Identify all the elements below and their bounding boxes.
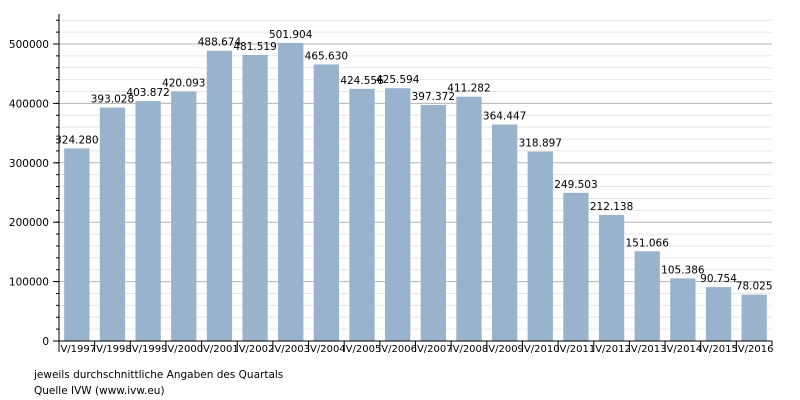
chart-notes: jeweils durchschnittliche Angaben des Qu…: [34, 367, 283, 399]
data-label: 465.630: [305, 50, 348, 62]
data-label: 501.904: [269, 29, 313, 41]
x-tick-label: IV/2006: [378, 344, 417, 355]
x-tick-label: IV/2005: [343, 344, 382, 355]
data-label: 105.386: [661, 264, 705, 276]
bar-IV/2014: [670, 278, 696, 341]
bar-IV/2006: [385, 88, 411, 341]
data-label: 397.372: [412, 91, 455, 103]
x-tick-label: IV/2014: [664, 344, 703, 355]
x-tick-label: IV/2015: [699, 344, 738, 355]
data-label: 364.447: [483, 111, 526, 123]
data-label: 424.556: [340, 75, 384, 87]
bar-IV/2005: [349, 88, 375, 341]
x-tick-label: IV/2016: [735, 344, 774, 355]
bar-IV/2008: [456, 96, 482, 342]
data-label: 318.897: [519, 138, 562, 150]
x-tick-label: IV/2004: [307, 344, 346, 355]
note-source: Quelle IVW (www.ivw.eu): [34, 385, 165, 397]
data-label: 151.066: [626, 237, 670, 249]
bar-IV/2007: [420, 104, 446, 341]
data-label: 425.594: [376, 74, 420, 86]
grid-lines: [59, 19, 772, 330]
y-tick-label: 300000: [9, 158, 49, 170]
y-tick-label: 0: [42, 336, 49, 348]
x-tick-label: IV/2011: [557, 344, 596, 355]
x-tick-label: IV/2013: [628, 344, 667, 355]
x-tick-label: IV/1998: [93, 344, 132, 355]
data-label: 249.503: [554, 179, 597, 191]
y-tick-label: 100000: [9, 277, 49, 289]
bar-IV/2002: [242, 54, 268, 341]
data-label: 90.754: [700, 273, 737, 285]
data-label: 78.025: [736, 281, 773, 293]
bar-IV/2004: [313, 64, 340, 342]
x-tick-label: IV/2002: [236, 344, 275, 355]
data-label: 488.674: [198, 37, 242, 49]
x-tick-label: IV/2010: [521, 344, 560, 355]
data-label: 212.138: [590, 201, 633, 213]
bar-IV/2000: [171, 91, 197, 342]
bar-IV/2010: [527, 151, 553, 341]
bar-IV/2009: [491, 124, 518, 341]
bar-IV/2013: [634, 251, 660, 341]
data-label: 411.282: [447, 83, 490, 95]
y-tick-label: 400000: [9, 98, 49, 110]
data-label: 420.093: [162, 77, 205, 89]
x-tick-label: IV/1999: [129, 344, 168, 355]
bar-IV/2003: [278, 42, 304, 342]
bar-IV/1998: [99, 107, 126, 341]
axes: 0100000200000300000400000500000IV/1997IV…: [9, 14, 774, 355]
x-tick-label: IV/1997: [58, 344, 97, 355]
data-label: 324.280: [55, 134, 98, 146]
data-label: 403.872: [126, 87, 169, 99]
x-tick-label: IV/2007: [414, 344, 453, 355]
x-tick-label: IV/2003: [271, 344, 310, 355]
x-tick-label: IV/2001: [200, 344, 239, 355]
data-label: 393.028: [91, 94, 134, 106]
data-label: 481.519: [233, 41, 276, 53]
y-tick-label: 200000: [9, 217, 49, 229]
bar-IV/2012: [598, 214, 625, 341]
bar-IV/2015: [705, 287, 732, 341]
bar-IV/2001: [206, 50, 233, 341]
bar-IV/2016: [741, 294, 767, 341]
x-tick-label: IV/2000: [164, 344, 203, 355]
bar-IV/2011: [563, 192, 589, 341]
bar-IV/1999: [135, 101, 161, 341]
bars: [64, 42, 767, 342]
x-tick-label: IV/2009: [485, 344, 524, 355]
bar-IV/1997: [64, 148, 90, 341]
x-tick-label: IV/2008: [450, 344, 489, 355]
x-tick-label: IV/2012: [592, 344, 631, 355]
note-average: jeweils durchschnittliche Angaben des Qu…: [34, 369, 284, 381]
y-tick-label: 500000: [9, 39, 49, 51]
